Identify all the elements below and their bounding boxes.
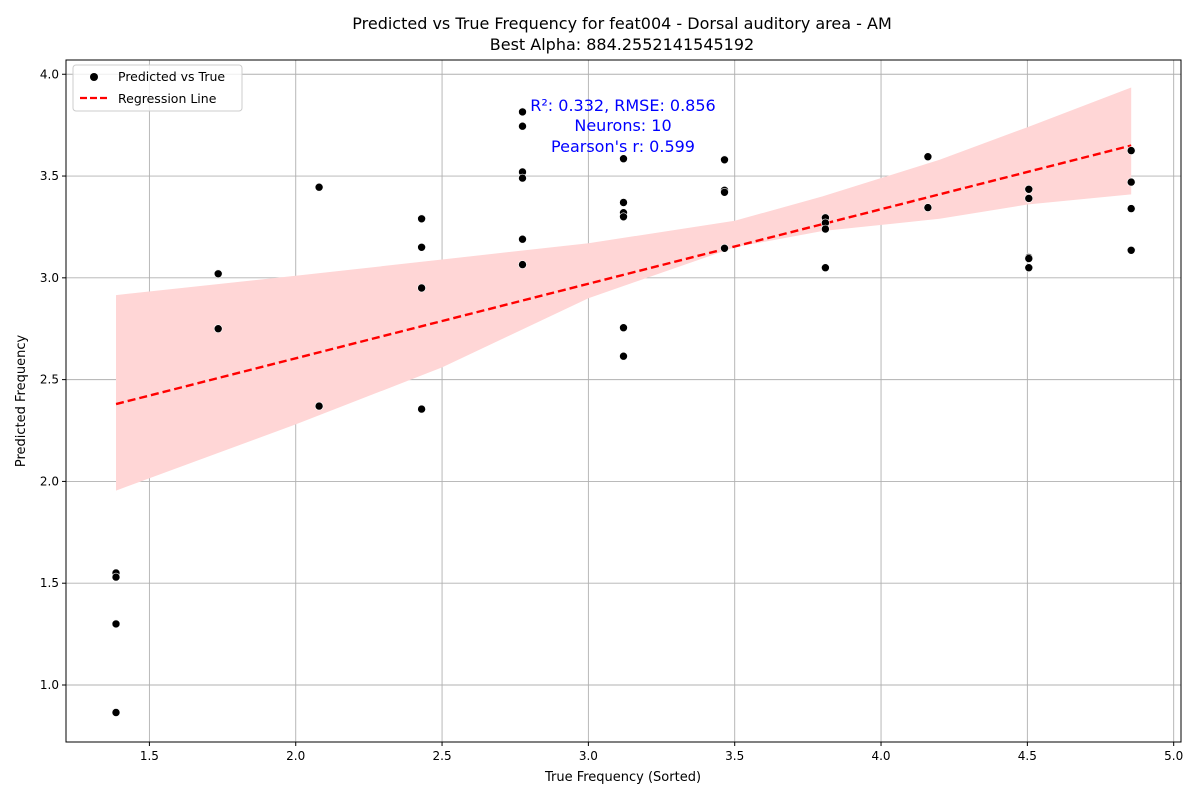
annotation-line-neurons: Neurons: 10 xyxy=(574,116,671,135)
x-tick-label: 3.0 xyxy=(579,749,598,763)
scatter-points xyxy=(111,107,1136,717)
legend-label-regression: Regression Line xyxy=(118,91,217,106)
data-point xyxy=(314,182,324,192)
data-point xyxy=(923,203,933,212)
legend-label-points: Predicted vs True xyxy=(118,69,225,84)
data-point xyxy=(1024,185,1034,194)
x-tick-label: 4.0 xyxy=(871,749,890,763)
regression-line xyxy=(115,144,1132,406)
data-point xyxy=(518,173,527,183)
data-point xyxy=(720,244,729,253)
y-axis-ticks: 1.0 1.5 2.0 2.5 3.0 3.5 4.0 xyxy=(40,67,66,692)
x-tick-label: 4.5 xyxy=(1018,749,1037,763)
data-point xyxy=(1024,263,1034,273)
data-point xyxy=(1126,246,1136,255)
y-tick-label: 2.0 xyxy=(40,474,59,488)
data-point xyxy=(213,324,223,334)
data-point xyxy=(619,351,628,361)
legend-frame xyxy=(72,64,243,112)
plot-frame xyxy=(65,59,1182,743)
chart-title: Predicted vs True Frequency for feat004 … xyxy=(352,14,892,33)
data-point xyxy=(314,401,324,411)
data-point xyxy=(111,572,121,582)
y-axis-label: Predicted Frequency xyxy=(14,335,29,468)
data-point xyxy=(619,212,628,222)
data-point xyxy=(518,121,527,131)
x-tick-label: 1.5 xyxy=(140,749,159,763)
confidence-band xyxy=(116,87,1132,491)
data-point xyxy=(417,283,426,293)
y-tick-label: 3.5 xyxy=(40,169,59,183)
grid xyxy=(66,60,1181,742)
data-point xyxy=(1126,204,1136,213)
confidence-band-layer xyxy=(116,87,1132,491)
data-point xyxy=(417,214,426,224)
data-point xyxy=(111,619,121,629)
data-point xyxy=(619,198,628,207)
data-point xyxy=(923,152,933,161)
data-point xyxy=(1126,146,1136,155)
data-point xyxy=(111,708,121,717)
legend-marker-points xyxy=(90,73,98,81)
data-point xyxy=(1024,194,1034,203)
y-tick-label: 1.5 xyxy=(40,576,59,590)
y-tick-label: 4.0 xyxy=(40,67,59,81)
x-axis-ticks: 1.5 2.0 2.5 3.0 3.5 4.0 4.5 5.0 xyxy=(140,742,1183,763)
data-point xyxy=(417,404,426,414)
annotation-line-stats: R²: 0.332, RMSE: 0.856 xyxy=(530,96,715,115)
chart-subtitle: Best Alpha: 884.2552141545192 xyxy=(490,35,754,54)
annotation-box: R²: 0.332, RMSE: 0.856 Neurons: 10 Pears… xyxy=(530,96,715,156)
data-point xyxy=(821,224,830,234)
annotation-line-pearson: Pearson's r: 0.599 xyxy=(551,137,695,156)
data-point xyxy=(518,234,527,244)
data-point xyxy=(213,269,223,279)
data-point xyxy=(518,107,527,117)
y-tick-label: 3.0 xyxy=(40,271,59,285)
regression-line-layer xyxy=(115,144,1132,406)
data-point xyxy=(720,155,729,165)
x-tick-label: 2.0 xyxy=(286,749,305,763)
y-tick-label: 2.5 xyxy=(40,373,59,387)
data-point xyxy=(619,154,628,163)
data-point xyxy=(1126,177,1136,187)
data-point xyxy=(720,188,729,197)
x-tick-label: 3.5 xyxy=(725,749,744,763)
x-axis-label: True Frequency (Sorted) xyxy=(544,770,701,785)
y-tick-label: 1.0 xyxy=(40,678,59,692)
data-point xyxy=(518,260,527,269)
data-point xyxy=(417,243,426,252)
legend: Predicted vs True Regression Line xyxy=(72,64,243,112)
data-point xyxy=(821,263,830,273)
data-point xyxy=(1024,254,1034,263)
data-point xyxy=(619,323,628,333)
x-tick-label: 2.5 xyxy=(433,749,452,763)
x-tick-label: 5.0 xyxy=(1164,749,1183,763)
